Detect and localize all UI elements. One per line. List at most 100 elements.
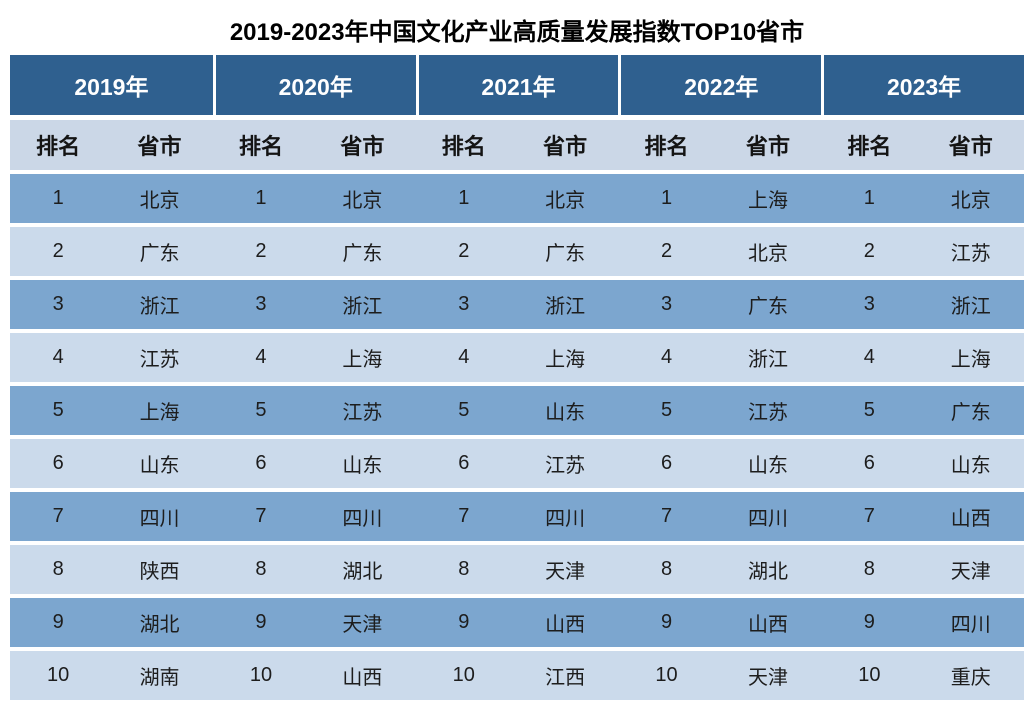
rank-cell: 1 (415, 174, 512, 227)
col-header-rank: 排名 (618, 120, 715, 174)
province-cell: 陕西 (106, 545, 213, 598)
province-cell: 浙江 (917, 280, 1024, 333)
province-cell: 江苏 (714, 386, 822, 439)
rank-cell: 5 (415, 386, 512, 439)
province-cell: 上海 (511, 333, 619, 386)
year-header-2020: 2020年 (212, 55, 416, 120)
rank-cell: 3 (212, 280, 310, 333)
rank-cell: 6 (212, 439, 310, 492)
province-cell: 北京 (309, 174, 416, 227)
table-row-10: 10 湖南 10 山西 10 江西 10 天津 10 重庆 (10, 651, 1024, 700)
col-header-rank: 排名 (212, 120, 310, 174)
province-cell: 山东 (106, 439, 213, 492)
rank-cell: 3 (415, 280, 512, 333)
province-cell: 天津 (714, 651, 822, 700)
rank-cell: 7 (10, 492, 107, 545)
province-cell: 北京 (511, 174, 619, 227)
province-cell: 上海 (309, 333, 416, 386)
rank-cell: 10 (415, 651, 512, 700)
table-row-2: 2 广东 2 广东 2 广东 2 北京 2 江苏 (10, 227, 1024, 280)
province-cell: 江苏 (106, 333, 213, 386)
province-cell: 天津 (511, 545, 619, 598)
col-header-rank: 排名 (10, 120, 107, 174)
subheader-row: 排名 省市 排名 省市 排名 省市 排名 省市 排名 省市 (10, 120, 1024, 174)
rank-cell: 7 (415, 492, 512, 545)
col-header-province: 省市 (917, 120, 1024, 174)
province-cell: 浙江 (309, 280, 416, 333)
province-cell: 山西 (511, 598, 619, 651)
rank-cell: 1 (618, 174, 715, 227)
col-header-province: 省市 (106, 120, 213, 174)
province-cell: 江苏 (511, 439, 619, 492)
province-cell: 广东 (714, 280, 822, 333)
rank-cell: 3 (821, 280, 918, 333)
rank-cell: 2 (415, 227, 512, 280)
province-cell: 四川 (714, 492, 822, 545)
rank-cell: 1 (212, 174, 310, 227)
col-header-rank: 排名 (821, 120, 918, 174)
col-header-rank: 排名 (415, 120, 512, 174)
table-row-7: 7 四川 7 四川 7 四川 7 四川 7 山西 (10, 492, 1024, 545)
rank-cell: 4 (821, 333, 918, 386)
rank-cell: 6 (618, 439, 715, 492)
province-cell: 山东 (714, 439, 822, 492)
province-cell: 四川 (106, 492, 213, 545)
rank-cell: 2 (10, 227, 107, 280)
province-cell: 北京 (917, 174, 1024, 227)
year-header-2023: 2023年 (821, 55, 1024, 120)
province-cell: 山西 (309, 651, 416, 700)
province-cell: 浙江 (511, 280, 619, 333)
province-cell: 广东 (917, 386, 1024, 439)
rank-cell: 4 (415, 333, 512, 386)
province-cell: 山东 (309, 439, 416, 492)
rank-cell: 10 (10, 651, 107, 700)
province-cell: 天津 (917, 545, 1024, 598)
province-cell: 上海 (106, 386, 213, 439)
rank-cell: 7 (821, 492, 918, 545)
rank-cell: 6 (10, 439, 107, 492)
province-cell: 山东 (511, 386, 619, 439)
province-cell: 江西 (511, 651, 619, 700)
rank-cell: 7 (212, 492, 310, 545)
rank-cell: 5 (10, 386, 107, 439)
province-cell: 北京 (106, 174, 213, 227)
table-row-5: 5 上海 5 江苏 5 山东 5 江苏 5 广东 (10, 386, 1024, 439)
rank-cell: 9 (415, 598, 512, 651)
rank-cell: 4 (618, 333, 715, 386)
rank-cell: 4 (212, 333, 310, 386)
province-cell: 重庆 (917, 651, 1024, 700)
province-cell: 浙江 (714, 333, 822, 386)
rank-cell: 6 (821, 439, 918, 492)
table-row-4: 4 江苏 4 上海 4 上海 4 浙江 4 上海 (10, 333, 1024, 386)
rank-cell: 9 (821, 598, 918, 651)
rank-cell: 5 (618, 386, 715, 439)
province-cell: 北京 (714, 227, 822, 280)
year-header-2021: 2021年 (415, 55, 619, 120)
rank-cell: 6 (415, 439, 512, 492)
rank-cell: 8 (618, 545, 715, 598)
rank-cell: 10 (821, 651, 918, 700)
rank-cell: 9 (212, 598, 310, 651)
table-row-1: 1 北京 1 北京 1 北京 1 上海 1 北京 (10, 174, 1024, 227)
province-cell: 山东 (917, 439, 1024, 492)
rank-cell: 8 (10, 545, 107, 598)
table-row-9: 9 湖北 9 天津 9 山西 9 山西 9 四川 (10, 598, 1024, 651)
rank-cell: 3 (10, 280, 107, 333)
province-cell: 广东 (309, 227, 416, 280)
rank-cell: 8 (821, 545, 918, 598)
province-cell: 上海 (714, 174, 822, 227)
rank-cell: 7 (618, 492, 715, 545)
province-cell: 广东 (106, 227, 213, 280)
col-header-province: 省市 (309, 120, 416, 174)
rank-cell: 4 (10, 333, 107, 386)
year-header-2019: 2019年 (10, 55, 213, 120)
rank-cell: 9 (618, 598, 715, 651)
province-cell: 湖南 (106, 651, 213, 700)
rank-cell: 3 (618, 280, 715, 333)
rank-cell: 2 (212, 227, 310, 280)
table-row-3: 3 浙江 3 浙江 3 浙江 3 广东 3 浙江 (10, 280, 1024, 333)
province-cell: 四川 (309, 492, 416, 545)
rank-cell: 8 (212, 545, 310, 598)
col-header-province: 省市 (511, 120, 619, 174)
